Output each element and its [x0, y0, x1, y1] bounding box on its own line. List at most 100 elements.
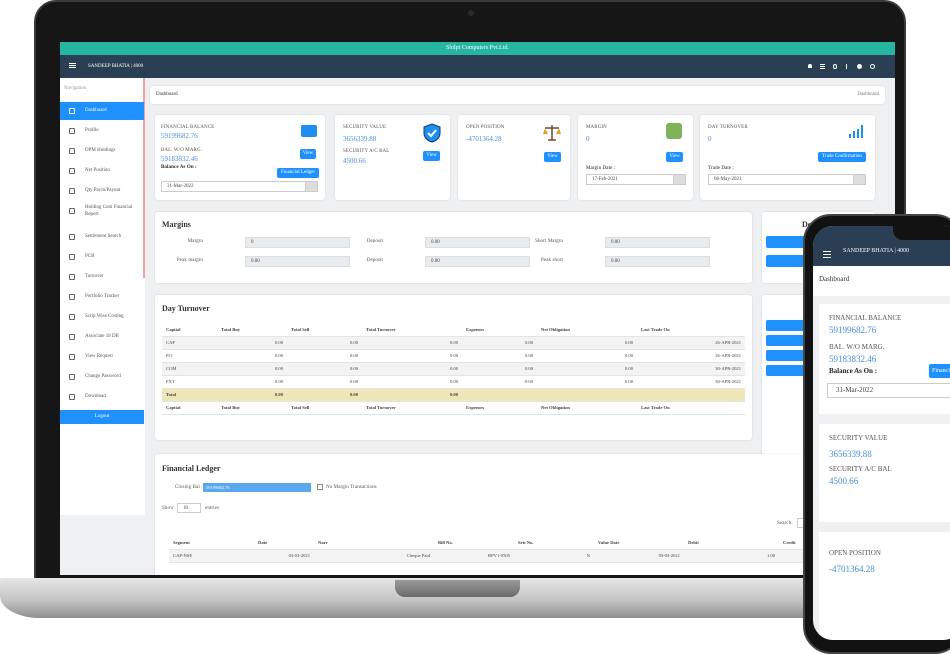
calendar-button[interactable] — [305, 182, 317, 191]
panel-title: Financial Ledger — [162, 464, 221, 473]
nav-label: Scrip Wise Costing — [85, 314, 124, 319]
sidebar: Navigation Dashboard Profile DPM Holdings N… — [60, 78, 145, 515]
table-cell: 0.00 — [462, 362, 537, 376]
table-cell: 0.00 — [217, 362, 287, 376]
nav-item[interactable]: Holding Cum Financial Report — [60, 202, 144, 220]
nav-icon — [69, 374, 75, 380]
logout-button[interactable]: Logout — [60, 410, 144, 424]
card-label: SECURITY VALUE — [343, 125, 387, 130]
column-header: Total Turnover — [362, 401, 462, 415]
nav-icon — [69, 128, 75, 134]
nav-label: Qty Payin/Payout — [85, 188, 121, 193]
data-table: Capital Total Buy Total Sell Total Turnover… — [162, 323, 745, 415]
power-icon[interactable] — [870, 64, 875, 69]
margin-label: Peak margin — [176, 258, 203, 263]
column-header: Total Buy — [217, 401, 287, 415]
nav-item[interactable]: Net Position — [60, 162, 144, 180]
nav-item[interactable]: Profile — [60, 122, 144, 140]
wallet-icon — [301, 125, 317, 137]
header-row: Capital Total Buy Total Sell Total Turnover… — [162, 401, 745, 415]
nav-icon — [69, 168, 75, 174]
table-cell — [637, 388, 745, 402]
info-icon[interactable] — [846, 64, 847, 69]
table-cell: CAP-NSE — [169, 549, 254, 563]
table-cell: 0.00 — [287, 336, 362, 350]
date-input[interactable]: 06-May-2021 — [708, 174, 866, 185]
menu-icon[interactable] — [823, 251, 831, 252]
card-value: 0 — [586, 135, 590, 143]
phone-screen: SANDEEP BHATIA | 4000 Dashboard FINANCIA… — [813, 226, 950, 640]
nav-label: Download — [85, 394, 106, 399]
table-cell: 0.00 — [462, 336, 537, 350]
table-cell: 0.00 — [287, 375, 362, 389]
column-header: Total Buy — [217, 323, 287, 337]
phone-notch — [893, 226, 950, 240]
nav-item[interactable]: DPM Holdings — [60, 142, 144, 160]
closing-input[interactable]: 59199682.76 — [203, 483, 311, 492]
scrollbar — [143, 78, 145, 278]
table-cell: FO — [162, 349, 217, 363]
theme-icon[interactable] — [857, 64, 862, 69]
card-value: -4701364.28 — [829, 564, 875, 574]
date-input[interactable]: 17-Feb-2021 — [586, 174, 686, 185]
menu-icon[interactable] — [69, 63, 76, 64]
help-icon[interactable] — [833, 64, 837, 69]
card-open-position: OPEN POSITION -4701364.28 View — [458, 115, 570, 200]
nav-item[interactable]: View Request — [60, 348, 144, 366]
card-financial: FINANCIAL BALANCE 59199682.76 BAL. W/O M… — [155, 115, 325, 200]
shield-icon — [423, 123, 441, 143]
company-bar: Shilpi Computers Pvt.Ltd. — [60, 42, 895, 55]
screen: Shilpi Computers Pvt.Ltd. SANDEEP BHATIA… — [60, 42, 895, 575]
margin-label: Deposit — [366, 239, 383, 244]
date-input[interactable]: 31-Mar-2022 — [161, 181, 318, 192]
nav-label: View Request — [85, 354, 113, 359]
nav-icon — [69, 294, 75, 300]
checkbox[interactable] — [317, 484, 323, 490]
calendar-button[interactable] — [673, 175, 685, 184]
card-value: 59183832.46 — [161, 155, 198, 163]
nav-item[interactable]: PCR — [60, 248, 144, 266]
table-cell: 0.00 — [217, 336, 287, 350]
breadcrumb-left: Dashboard — [156, 92, 178, 97]
card-value: 0 — [708, 135, 712, 143]
nav-item[interactable]: Dashboard — [60, 102, 144, 120]
calendar-button[interactable] — [853, 175, 865, 184]
nav-item[interactable]: Associate 18 DB — [60, 328, 144, 346]
card-value: 59199682.76 — [829, 325, 877, 335]
nav-item[interactable]: Settlement Search — [60, 228, 144, 246]
money-icon — [666, 123, 682, 139]
ledger-button[interactable]: Financial Ledger — [277, 168, 319, 178]
nav-icon — [69, 208, 75, 214]
laptop-notch — [395, 580, 520, 597]
closing-label: Closing Bal : — [175, 485, 203, 490]
nav-item[interactable]: Qty Payin/Payout — [60, 182, 144, 200]
nav-item[interactable]: Turnover — [60, 268, 144, 286]
card-value: -4701364.28 — [466, 135, 502, 143]
table-cell: 0.00 — [217, 349, 287, 363]
view-button[interactable]: View — [666, 152, 683, 162]
nav-label: Profile — [85, 128, 99, 133]
nav-label: Settlement Search — [85, 234, 122, 239]
ledger-button[interactable]: Financial Ledger — [929, 364, 950, 378]
nav-item[interactable]: Portfolio Tracker — [60, 288, 144, 306]
view-button[interactable]: View — [423, 151, 440, 161]
view-button[interactable]: View — [544, 152, 561, 162]
date-input[interactable]: 31-Mar-2022 — [827, 383, 950, 398]
bell-icon[interactable] — [808, 64, 812, 68]
nav-item[interactable]: Scrip Wise Costing — [60, 308, 144, 326]
card-value: 59183832.46 — [829, 354, 877, 364]
table-cell: 26-APR-2021 — [637, 349, 745, 363]
data-table: Segment Date Narr Bill No. Sett No. Value Dat… — [169, 536, 869, 563]
nav-label: Associate 18 DB — [85, 334, 119, 339]
table-cell: 0.00 — [537, 336, 637, 350]
page-size[interactable]: 10 — [177, 503, 201, 513]
margins-panel: Margins Margin 0 Deposit 0.00 Short Margin 0.… — [155, 212, 752, 283]
table-cell: 0.00 — [217, 375, 287, 389]
trade-button[interactable]: Trade Confirmation — [818, 152, 866, 162]
list-icon[interactable] — [820, 64, 825, 65]
day-turnover-panel: Day Turnover Capital Total Buy Total Sell T… — [155, 295, 752, 440]
nav-item[interactable]: Change Password — [60, 368, 144, 386]
nav-item[interactable]: Download — [60, 388, 144, 406]
view-button[interactable]: View — [300, 149, 316, 159]
table-cell: 0.00 — [362, 349, 462, 363]
